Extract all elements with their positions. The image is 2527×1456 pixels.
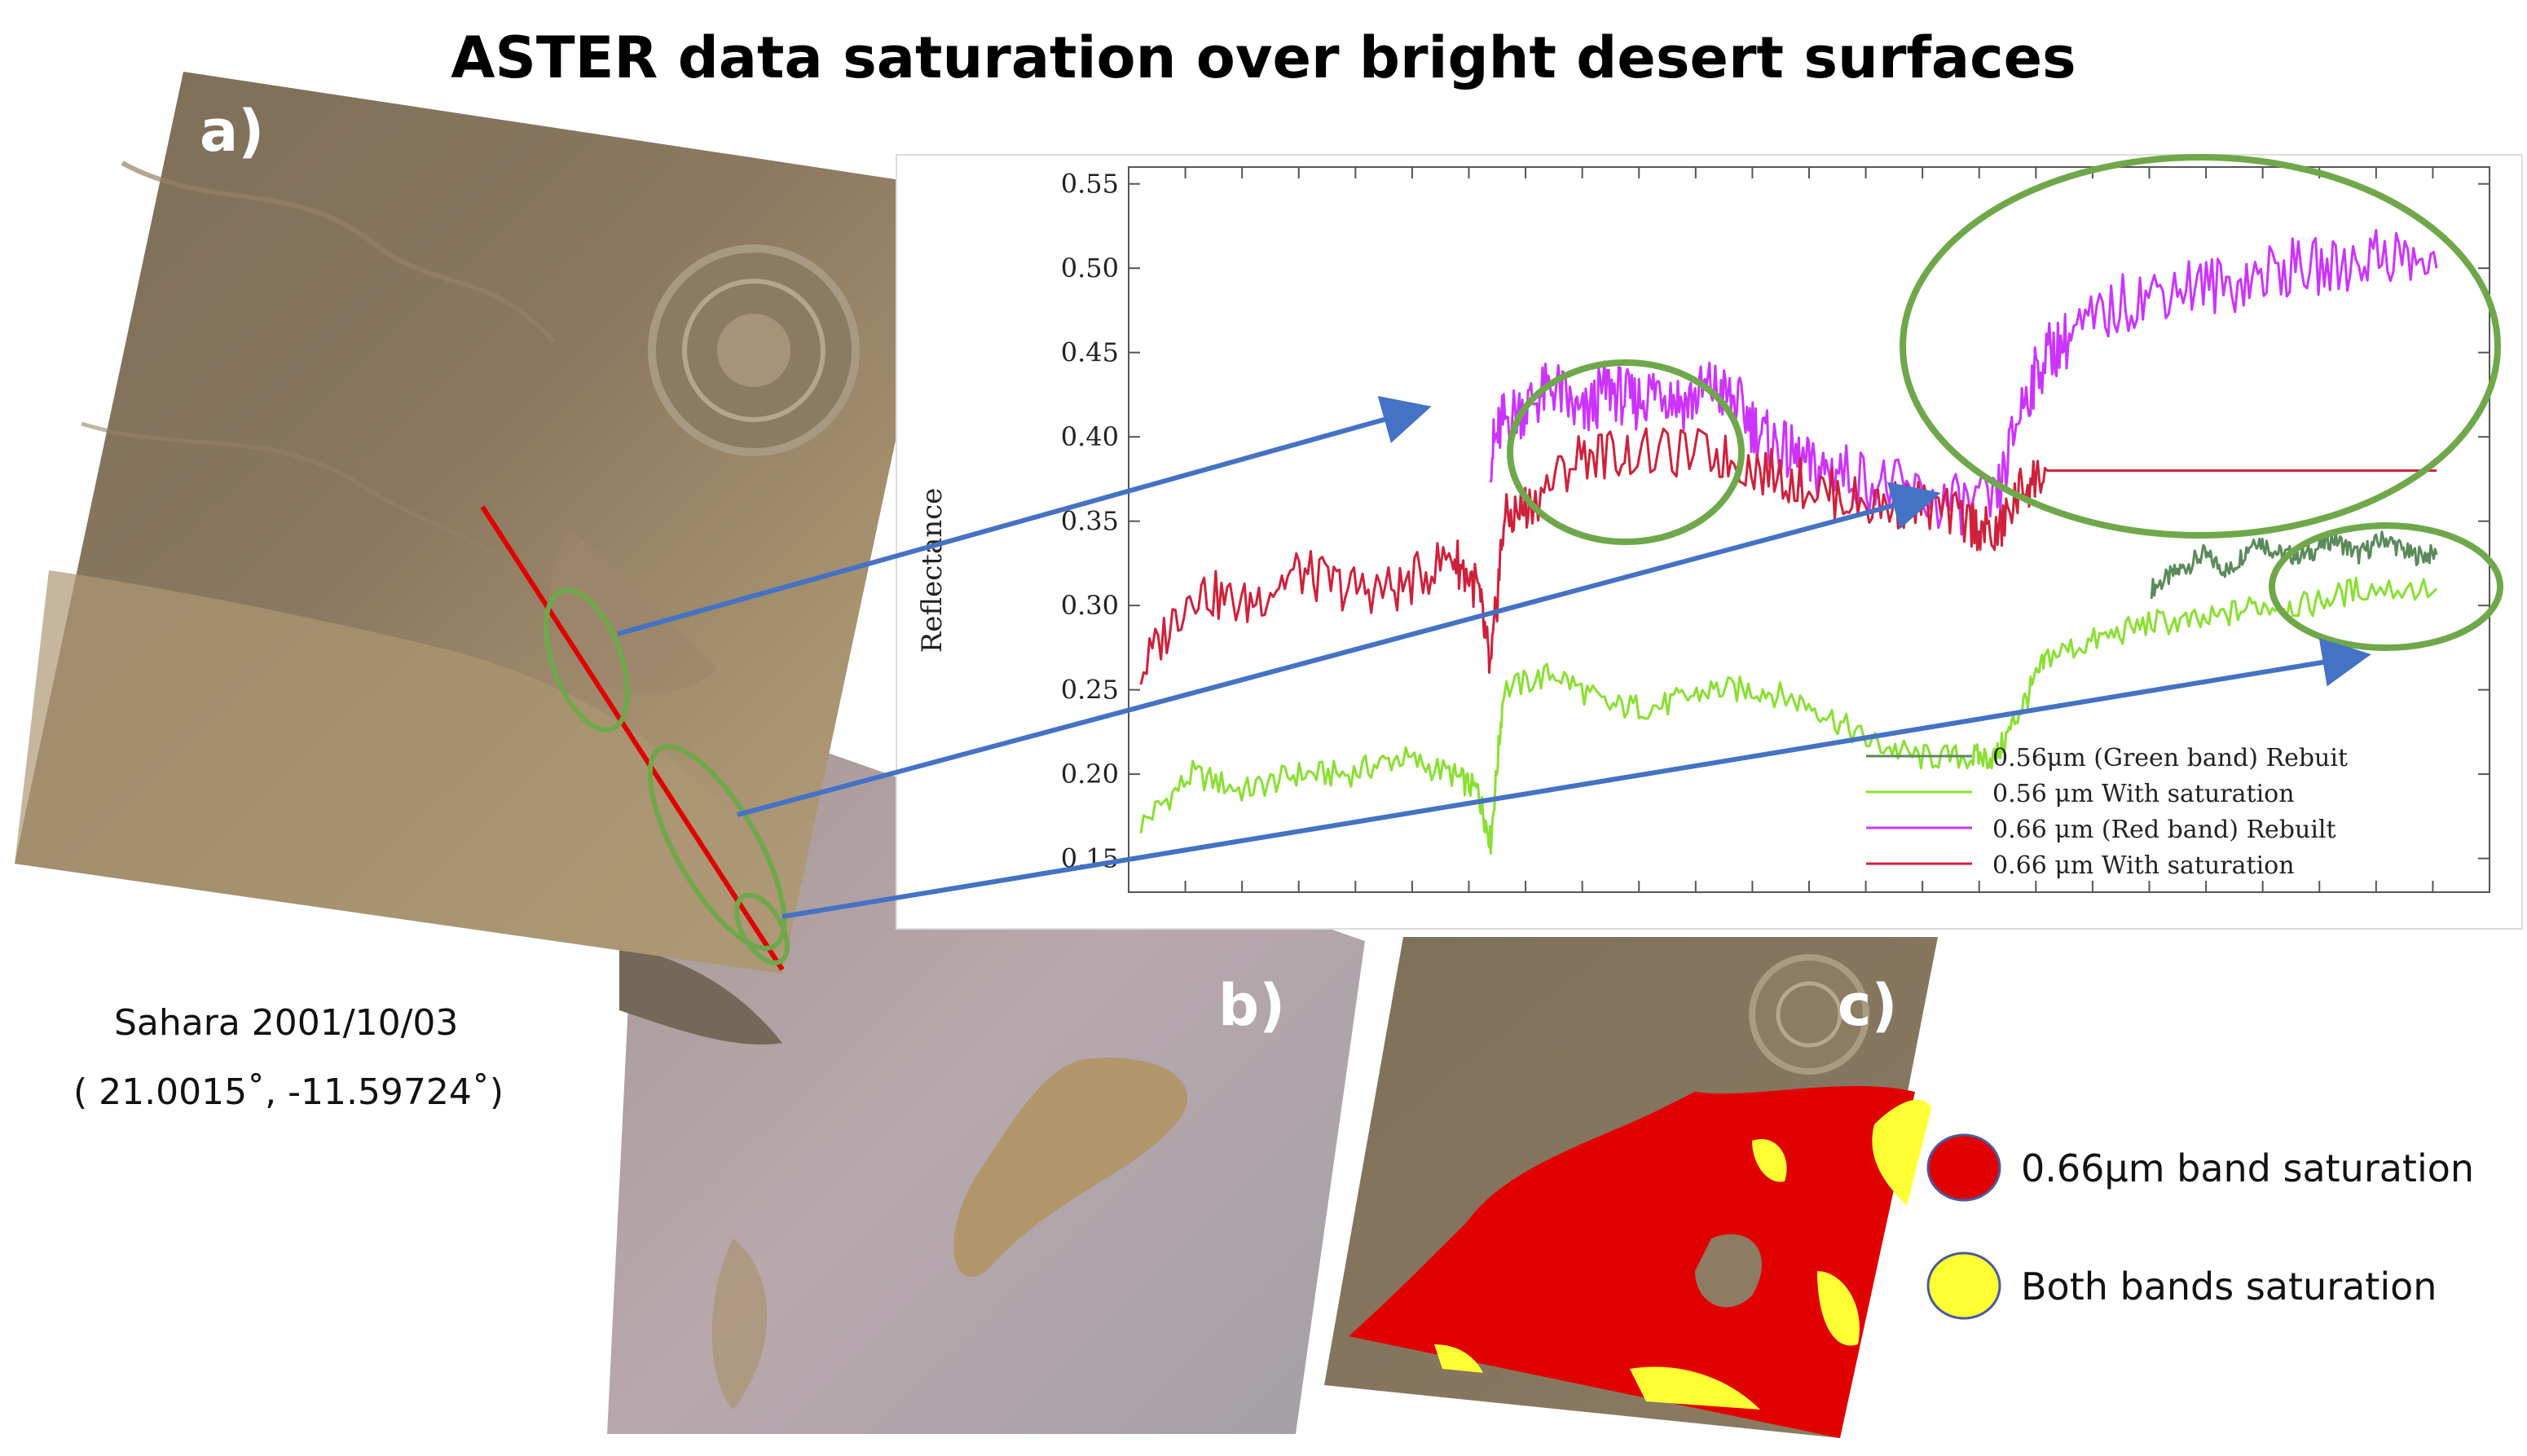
panel-label-a: a) bbox=[200, 98, 264, 165]
y-tick-label: 0.25 bbox=[1061, 675, 1119, 706]
map-highlight-ellipse-2 bbox=[647, 744, 787, 951]
scene-caption: Sahara 2001/10/03 bbox=[114, 1002, 459, 1044]
reflectance-chart: 0.550.500.450.400.350.300.250.200.15 Ref… bbox=[896, 154, 2523, 930]
chart-highlight-ellipse-3 bbox=[2269, 522, 2503, 651]
y-tick-label: 0.35 bbox=[1061, 506, 1119, 537]
series-line-1 bbox=[1139, 576, 2438, 855]
legend-label-green-rebuilt: 0.56μm (Green band) Rebuit bbox=[1992, 744, 2348, 772]
y-tick-label: 0.30 bbox=[1061, 590, 1119, 621]
map-highlight-ellipse-1 bbox=[543, 587, 631, 732]
saturation-legend: 0.66μm band saturation Both bands satura… bbox=[1926, 1133, 2474, 1320]
legend-label-green-saturated: 0.56 μm With saturation bbox=[1992, 780, 2295, 808]
series-line-3 bbox=[1139, 427, 2437, 685]
legend-yellow-label: Both bands saturation bbox=[2021, 1265, 2437, 1309]
legend-label-red-saturated: 0.66 μm With saturation bbox=[1992, 851, 2295, 880]
transect-line bbox=[480, 505, 785, 971]
y-tick-label: 0.50 bbox=[1061, 253, 1119, 284]
legend-label-red-rebuilt: 0.66 μm (Red band) Rebuilt bbox=[1992, 816, 2336, 844]
chart-series bbox=[1139, 229, 2438, 855]
series-line-0 bbox=[2150, 530, 2438, 600]
y-tick-label: 0.20 bbox=[1061, 759, 1119, 790]
y-tick-label: 0.55 bbox=[1061, 169, 1119, 200]
legend-red-label: 0.66μm band saturation bbox=[2021, 1146, 2474, 1190]
chart-highlight-ellipse-1 bbox=[1507, 359, 1745, 545]
chart-legend: 0.56μm (Green band) Rebuit 0.56 μm With … bbox=[1866, 744, 2348, 880]
chart-highlight-ellipse-2 bbox=[1900, 154, 2501, 539]
arrow-to-highlight-1 bbox=[617, 396, 1432, 636]
y-tick-label: 0.45 bbox=[1061, 337, 1119, 368]
chart-y-label: Reflectance bbox=[916, 488, 949, 653]
arrow-to-highlight-3 bbox=[781, 638, 2371, 919]
scene-coordinates: ( 21.0015˚, -11.59724˚) bbox=[73, 1071, 504, 1113]
series-line-2 bbox=[1489, 229, 2438, 536]
legend-red-dot bbox=[1926, 1133, 2001, 1202]
panel-label-c: c) bbox=[1838, 972, 1898, 1039]
legend-yellow-dot bbox=[1926, 1251, 2001, 1320]
map-highlight-ellipse-3 bbox=[734, 892, 790, 966]
panel-c-image bbox=[1324, 937, 1938, 1438]
chart-y-ticks: 0.550.500.450.400.350.300.250.200.15 bbox=[1061, 169, 2490, 874]
arrow-to-highlight-2 bbox=[737, 482, 1941, 817]
panel-label-b: b) bbox=[1218, 972, 1285, 1039]
figure-title: ASTER data saturation over bright desert… bbox=[451, 24, 2076, 91]
chart-x-ticks bbox=[1184, 167, 2434, 892]
panel-a-image bbox=[15, 72, 949, 974]
y-tick-label: 0.40 bbox=[1061, 421, 1119, 452]
